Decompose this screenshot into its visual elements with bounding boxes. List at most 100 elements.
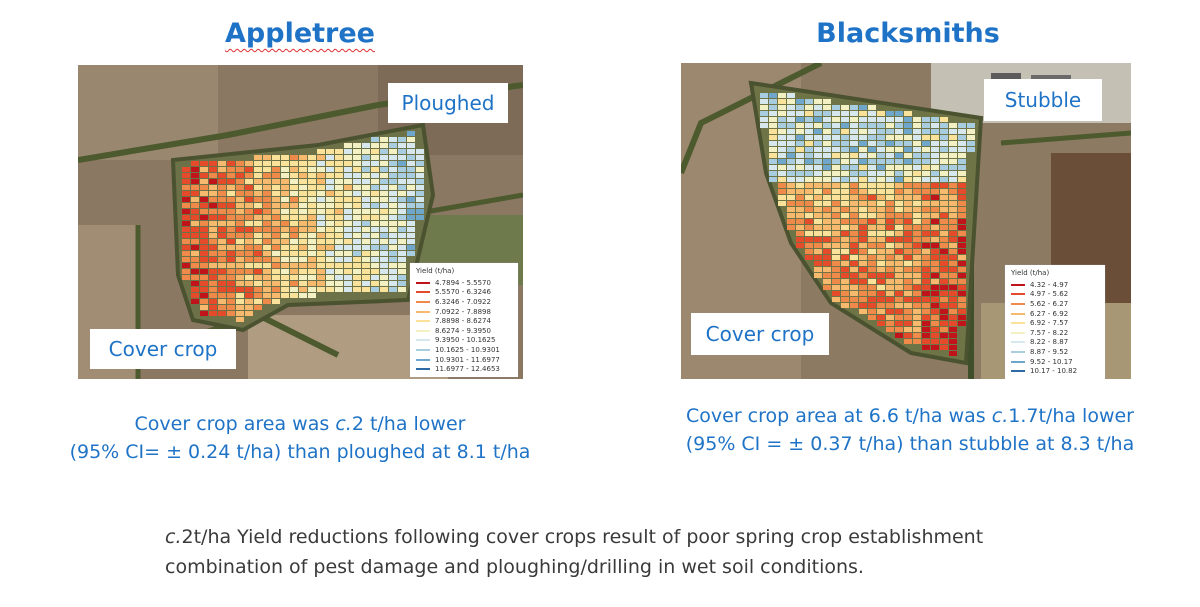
yield-cell — [218, 215, 226, 220]
yield-cell — [236, 311, 244, 316]
legend-swatch — [416, 291, 430, 294]
yield-cell — [805, 225, 813, 230]
yield-cell — [949, 309, 957, 314]
yield-cell — [868, 105, 876, 110]
yield-cell — [931, 207, 939, 212]
yield-cell — [886, 249, 894, 254]
yield-cell — [263, 281, 271, 286]
yield-cell — [335, 185, 343, 190]
yield-cell — [778, 159, 786, 164]
yield-cell — [913, 207, 921, 212]
yield-cell — [949, 141, 957, 146]
legend-label: 8.6274 - 9.3950 — [435, 326, 491, 335]
yield-cell — [904, 129, 912, 134]
yield-cell — [949, 207, 957, 212]
yield-cell — [182, 227, 190, 232]
yield-cell — [299, 155, 307, 160]
yield-cell — [832, 177, 840, 182]
yield-cell — [371, 209, 379, 214]
yield-cell — [380, 227, 388, 232]
yield-cell — [958, 237, 966, 242]
yield-cell — [886, 177, 894, 182]
yield-cell — [191, 209, 199, 214]
yield-cell — [290, 221, 298, 226]
yield-cell — [832, 267, 840, 272]
yield-cell — [353, 209, 361, 214]
yield-cell — [362, 209, 370, 214]
yield-cell — [398, 149, 406, 154]
yield-cell — [850, 213, 858, 218]
yield-cell — [254, 209, 262, 214]
yield-cell — [191, 161, 199, 166]
yield-cell — [796, 147, 804, 152]
yield-cell — [859, 267, 867, 272]
yield-cell — [832, 249, 840, 254]
yield-cell — [868, 207, 876, 212]
yield-cell — [299, 293, 307, 298]
yield-cell — [949, 195, 957, 200]
yield-cell — [317, 167, 325, 172]
yield-cell — [353, 221, 361, 226]
yield-cell — [967, 129, 975, 134]
yield-cell — [263, 257, 271, 262]
yield-cell — [245, 263, 253, 268]
yield-cell — [940, 339, 948, 344]
ploughed-label: Ploughed — [388, 83, 508, 123]
yield-cell — [949, 177, 957, 182]
yield-cell — [922, 345, 930, 350]
legend-label: 6.27 - 6.92 — [1030, 309, 1069, 318]
yield-cell — [272, 155, 280, 160]
yield-cell — [317, 197, 325, 202]
yield-cell — [218, 281, 226, 286]
yield-cell — [904, 267, 912, 272]
yield-cell — [814, 153, 822, 158]
yield-cell — [263, 251, 271, 256]
yield-cell — [407, 203, 415, 208]
yield-cell — [236, 185, 244, 190]
yield-cell — [805, 159, 813, 164]
yield-cell — [895, 147, 903, 152]
yield-cell — [877, 111, 885, 116]
yield-cell — [398, 209, 406, 214]
yield-cell — [904, 201, 912, 206]
yield-cell — [290, 209, 298, 214]
yield-cell — [841, 225, 849, 230]
yield-cell — [823, 99, 831, 104]
yield-cell — [886, 213, 894, 218]
yield-cell — [760, 123, 768, 128]
yield-cell — [940, 207, 948, 212]
yield-cell — [389, 137, 397, 142]
yield-cell — [209, 167, 217, 172]
yield-cell — [290, 233, 298, 238]
yield-cell — [389, 239, 397, 244]
yield-cell — [407, 191, 415, 196]
yield-cell — [913, 261, 921, 266]
yield-cell — [958, 225, 966, 230]
yield-cell — [263, 293, 271, 298]
yield-cell — [868, 243, 876, 248]
yield-cell — [317, 257, 325, 262]
yield-cell — [353, 143, 361, 148]
yield-cell — [218, 173, 226, 178]
yield-cell — [949, 321, 957, 326]
yield-cell — [940, 285, 948, 290]
yield-cell — [931, 195, 939, 200]
yield-cell — [832, 285, 840, 290]
yield-cell — [895, 183, 903, 188]
yield-cell — [353, 233, 361, 238]
yield-cell — [805, 231, 813, 236]
yield-cell — [805, 117, 813, 122]
yield-cell — [958, 165, 966, 170]
yield-cell — [308, 185, 316, 190]
legend-swatch — [1011, 283, 1025, 286]
yield-cell — [335, 275, 343, 280]
yield-cell — [913, 327, 921, 332]
yield-cell — [787, 129, 795, 134]
yield-cell — [182, 167, 190, 172]
yield-cell — [380, 143, 388, 148]
yield-cell — [362, 239, 370, 244]
yield-cell — [389, 155, 397, 160]
yield-cell — [967, 135, 975, 140]
yield-cell — [362, 179, 370, 184]
yield-cell — [886, 153, 894, 158]
